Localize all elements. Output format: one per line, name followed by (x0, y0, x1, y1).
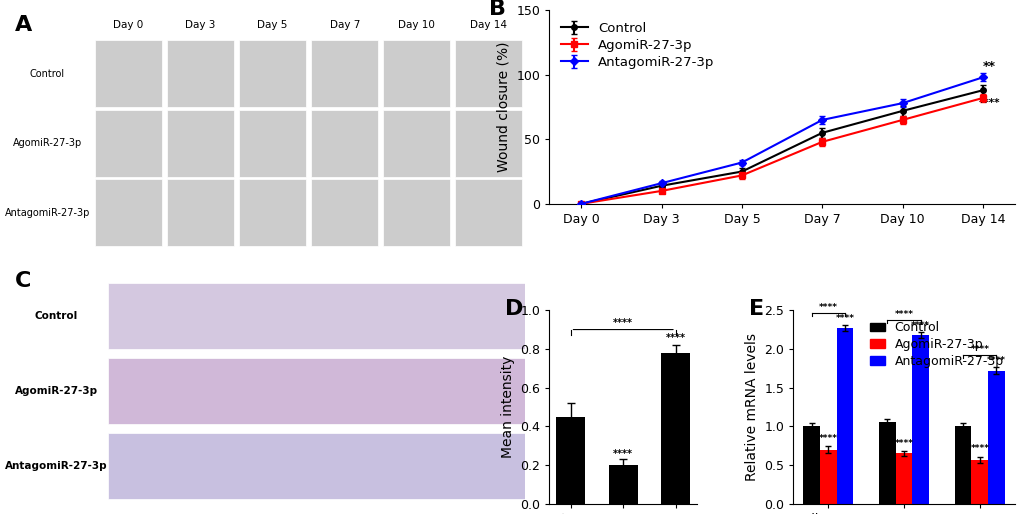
Text: AntagomiR-27-3p: AntagomiR-27-3p (5, 461, 108, 471)
Text: **: ** (981, 61, 995, 74)
Text: ****: **** (894, 439, 913, 448)
FancyBboxPatch shape (311, 179, 378, 246)
Text: ****: **** (894, 310, 913, 319)
FancyBboxPatch shape (383, 179, 449, 246)
Text: AntagomiR-27-3p: AntagomiR-27-3p (4, 208, 90, 218)
FancyBboxPatch shape (95, 179, 162, 246)
FancyBboxPatch shape (108, 283, 525, 348)
Text: Day 7: Day 7 (329, 20, 360, 29)
Text: D: D (504, 299, 523, 319)
Bar (911, 335, 928, 504)
FancyBboxPatch shape (108, 433, 525, 499)
Text: C: C (15, 271, 32, 291)
Text: Day 10: Day 10 (397, 20, 435, 29)
Text: AgomiR-27-3p: AgomiR-27-3p (15, 386, 98, 396)
Text: Day 0: Day 0 (113, 20, 144, 29)
Text: Day 14: Day 14 (470, 20, 506, 29)
FancyBboxPatch shape (454, 40, 522, 107)
Text: ****: **** (665, 333, 685, 343)
Text: ****: **** (818, 303, 837, 312)
FancyBboxPatch shape (454, 109, 522, 177)
Text: ****: **** (835, 314, 854, 323)
Text: ****: **** (612, 318, 633, 327)
FancyBboxPatch shape (239, 109, 306, 177)
FancyBboxPatch shape (167, 109, 233, 177)
Text: ****: **** (969, 445, 988, 453)
Text: ****: **** (977, 98, 999, 108)
Text: ****: **** (818, 434, 837, 444)
FancyBboxPatch shape (383, 109, 449, 177)
FancyBboxPatch shape (95, 109, 162, 177)
Text: E: E (748, 299, 763, 319)
FancyBboxPatch shape (454, 179, 522, 246)
FancyBboxPatch shape (311, 109, 378, 177)
Text: Control: Control (35, 311, 78, 321)
Text: Control: Control (30, 68, 65, 79)
Y-axis label: Mean intensity: Mean intensity (500, 356, 515, 458)
FancyBboxPatch shape (383, 40, 449, 107)
FancyBboxPatch shape (239, 179, 306, 246)
Bar (895, 453, 911, 504)
FancyBboxPatch shape (311, 40, 378, 107)
Text: B: B (488, 0, 505, 19)
Text: A: A (15, 15, 33, 35)
Text: Day 5: Day 5 (257, 20, 287, 29)
Bar (836, 328, 853, 504)
FancyBboxPatch shape (239, 40, 306, 107)
Bar (803, 426, 819, 504)
Bar (987, 371, 1004, 504)
Y-axis label: Wound closure (%): Wound closure (%) (496, 42, 511, 172)
FancyBboxPatch shape (108, 358, 525, 424)
Legend: Control, AgomiR-27-3p, AntagomiR-27-3p: Control, AgomiR-27-3p, AntagomiR-27-3p (864, 317, 1008, 373)
Bar (878, 423, 895, 504)
Text: Day 3: Day 3 (185, 20, 216, 29)
FancyBboxPatch shape (167, 179, 233, 246)
Text: AgomiR-27-3p: AgomiR-27-3p (12, 138, 82, 148)
Bar (660, 353, 690, 504)
Text: ****: **** (612, 449, 633, 459)
Bar (970, 460, 987, 504)
Text: ****: **** (969, 345, 988, 354)
Text: ****: **** (910, 321, 929, 329)
Bar (555, 417, 585, 504)
Bar (954, 426, 970, 504)
FancyBboxPatch shape (95, 40, 162, 107)
Bar (819, 450, 836, 504)
Y-axis label: Relative mRNA levels: Relative mRNA levels (744, 333, 758, 481)
Bar (608, 465, 637, 504)
Legend: Control, AgomiR-27-3p, AntagomiR-27-3p: Control, AgomiR-27-3p, AntagomiR-27-3p (555, 17, 719, 75)
Text: ****: **** (986, 356, 1005, 365)
FancyBboxPatch shape (167, 40, 233, 107)
